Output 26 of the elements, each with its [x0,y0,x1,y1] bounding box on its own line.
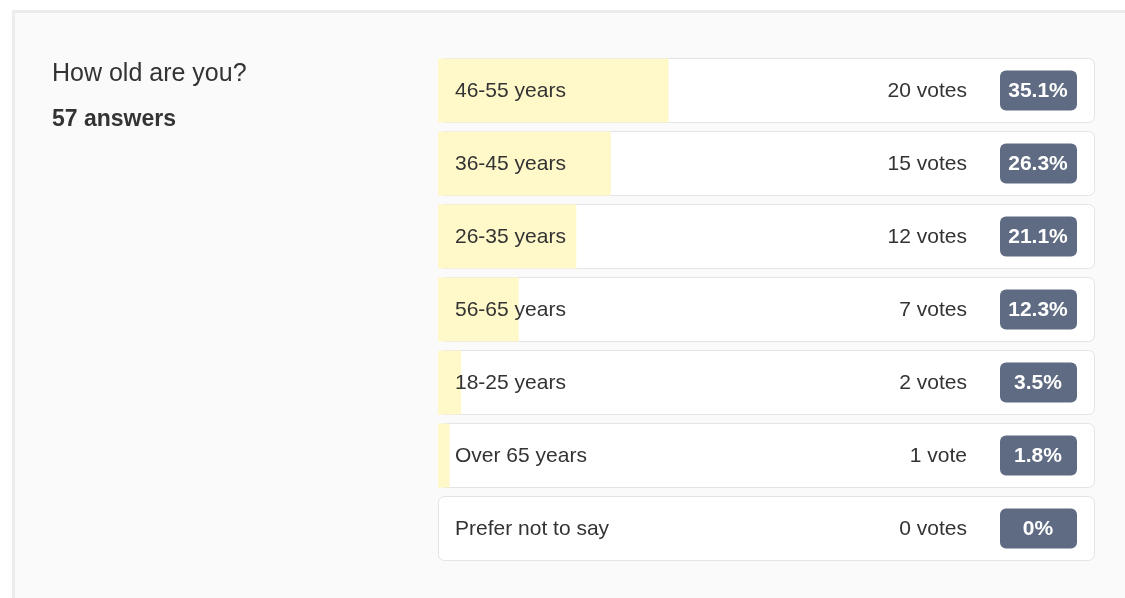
text: 0% [1022,516,1054,540]
bar [438,131,611,196]
text: 21.1% [1008,224,1069,248]
data-label: 1 vote [909,443,967,467]
data-label: 0 votes [899,516,967,540]
data-label: 7 votes [899,297,967,321]
bar [438,423,450,488]
data-label: 20 votes [887,78,967,102]
text: 57 answers [52,105,177,132]
y-tick-label: 26-35 years [455,224,566,248]
y-tick-label: 36-45 years [455,151,566,175]
data-label: 15 votes [887,151,967,175]
text: 1.8% [1014,443,1063,467]
bar [438,204,577,269]
text: 3.5% [1014,370,1063,394]
text: 12.3% [1008,297,1069,321]
y-tick-label: Prefer not to say [455,516,610,540]
y-tick-label: 56-65 years [455,297,566,321]
text: 35.1% [1008,78,1069,102]
y-tick-label: 18-25 years [455,370,566,394]
text: 26.3% [1008,151,1069,175]
text: How old are you? [52,58,247,87]
y-tick-label: Over 65 years [455,443,587,467]
data-label: 12 votes [887,224,967,248]
y-tick-label: 46-55 years [455,78,566,102]
data-label: 2 votes [899,370,967,394]
